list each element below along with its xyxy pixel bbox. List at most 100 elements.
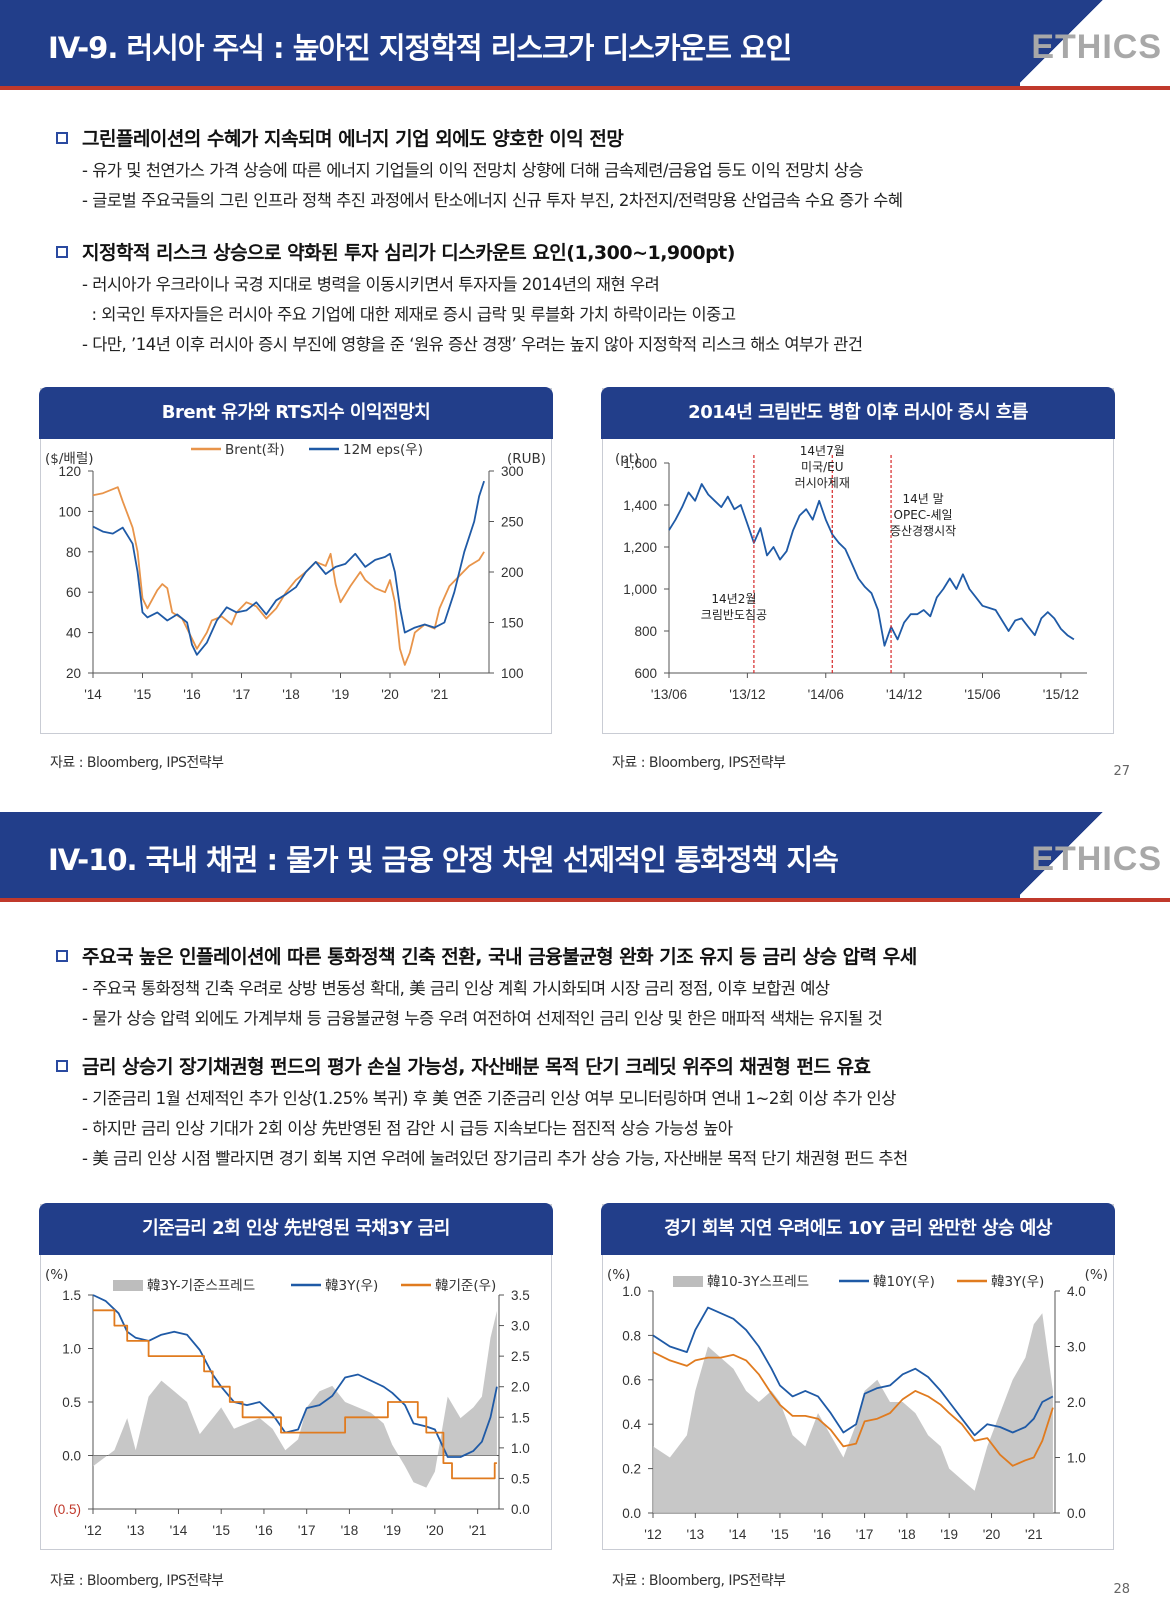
y-unit-left: (%)	[607, 1267, 630, 1283]
x-tick-label: '19	[332, 687, 350, 702]
page-title: IV-10. 국내 채권 : 물가 및 금융 안정 차원 선제적인 통화정책 지…	[48, 843, 839, 877]
page-header: IV-10. 국내 채권 : 물가 및 금융 안정 차원 선제적인 통화정책 지…	[0, 812, 1170, 902]
section-2: 금리 상승기 장기채권형 펀드의 평가 손실 가능성, 자산배분 목적 단기 크…	[56, 1052, 908, 1169]
x-tick-label: '20	[426, 1523, 444, 1538]
x-tick-label: '13/12	[729, 687, 765, 702]
chart-kr3y-base: 기준금리 2회 인상 先반영된 국채3Y 금리 1.5 1.0 0.5 0.0 (0.5…	[39, 1203, 553, 1550]
section-line: - 물가 상승 압력 외에도 가계부채 등 금융불균형 누증 우려 여전하여 선…	[82, 1009, 883, 1028]
chart-source: 자료 : Bloomberg, IPS전략부	[612, 755, 786, 771]
page-title: IV-9. 러시아 주식 : 높아진 지정학적 리스크가 디스카운트 요인	[48, 31, 792, 65]
annotation-label-2: OPEC-셰일	[894, 508, 953, 522]
annotation-label-2: 14년 말	[902, 492, 943, 506]
y-tick-label-right: 150	[501, 616, 524, 631]
section-line: - 러시아가 우크라이나 국경 지대로 병력을 이동시키면서 투자자들 2014…	[82, 275, 660, 294]
chart-source: 자료 : Bloomberg, IPS전략부	[50, 1573, 224, 1589]
y-tick-label-left: 0.2	[622, 1462, 641, 1477]
annotation-label-0: 크림반도침공	[701, 608, 767, 622]
section-heading: 주요국 높은 인플레이션에 따른 통화정책 긴축 전환, 국내 금융불균형 완화…	[82, 946, 917, 968]
y-tick-label-right: 1.0	[511, 1441, 530, 1456]
y-tick-label-right: 1.5	[511, 1410, 530, 1425]
x-tick-label: '14/06	[808, 687, 844, 702]
legend-label-0: 韓3Y-기준스프레드	[147, 1278, 255, 1294]
x-tick-label: '12	[84, 1523, 102, 1538]
y-tick-label-right: 100	[501, 666, 524, 681]
y-unit-left: ($/배럴)	[45, 451, 94, 467]
series-area-0	[93, 1311, 497, 1488]
y-tick-label-left: 0.4	[622, 1417, 641, 1432]
section-1: 주요국 높은 인플레이션에 따른 통화정책 긴축 전환, 국내 금융불균형 완화…	[56, 942, 917, 1029]
brand-logo: ETHICS	[1020, 0, 1170, 86]
annotation-label-0: 14년2월	[711, 592, 756, 606]
y-tick-label-left: 0.5	[62, 1395, 81, 1410]
legend-label-2: 韓3Y(우)	[991, 1274, 1044, 1290]
x-tick-label: '15/06	[964, 687, 1000, 702]
y-tick-label-right: 0.0	[511, 1502, 530, 1517]
x-tick-label: '20	[983, 1527, 1001, 1542]
chart-rts-crimea-plot: 1,600 1,400 1,200 1,000 800 600 '13/06 '13/12 '1…	[615, 444, 1087, 702]
section-2: 지정학적 리스크 상승으로 약화된 투자 심리가 디스카운트 요인(1,300~…	[56, 238, 863, 355]
x-tick-label: '17	[233, 687, 251, 702]
bullet-icon	[56, 1059, 68, 1072]
x-tick-label: '16	[183, 687, 201, 702]
legend-swatch-0	[673, 1276, 703, 1287]
bullet-icon	[56, 949, 68, 962]
page-number: 28	[1113, 1582, 1130, 1597]
y-tick-label-right: 1.0	[1067, 1451, 1086, 1466]
section-line: - 다만, ’14년 이후 러시아 증시 부진에 영향을 준 ‘원유 증산 경쟁…	[82, 335, 863, 354]
page-28: IV-10. 국내 채권 : 물가 및 금융 안정 차원 선제적인 통화정책 지…	[0, 812, 1170, 1624]
y-tick-label-right: 2.0	[1067, 1395, 1086, 1410]
bullet-icon	[56, 245, 68, 258]
section-line: - 美 금리 인상 시점 빨라지면 경기 회복 지연 우려에 눌려있던 장기금리…	[82, 1149, 908, 1168]
series-line-2	[652, 1351, 1054, 1467]
x-tick-label: '17	[856, 1527, 874, 1542]
brand-logo: ETHICS	[1020, 812, 1170, 898]
series-line-2	[93, 1309, 497, 1480]
section-heading: 금리 상승기 장기채권형 펀드의 평가 손실 가능성, 자산배분 목적 단기 크…	[82, 1056, 871, 1078]
section-line: - 유가 및 천연가스 가격 상승에 따른 에너지 기업들의 이익 전망치 상향…	[82, 161, 864, 180]
x-tick-label: '17	[298, 1523, 316, 1538]
y-tick-label-left: 1.0	[62, 1342, 81, 1357]
section-line: - 기준금리 1월 선제적인 추가 인상(1.25% 복귀) 후 美 연준 기준…	[82, 1089, 896, 1108]
legend-label-2: 韓기준(우)	[435, 1278, 496, 1294]
annotation-label-1: 14년7월	[800, 444, 845, 458]
y-tick-label-left: 800	[634, 624, 657, 639]
y-tick-label-left: 1.5	[62, 1288, 81, 1303]
brand-logo-text: ETHICS	[1031, 840, 1162, 878]
x-tick-label: '19	[383, 1523, 401, 1538]
y-tick-label-right: 3.0	[511, 1319, 530, 1334]
y-tick-label-left: 1,600	[623, 456, 657, 471]
section-line: : 외국인 투자자들은 러시아 주요 기업에 대한 제재로 증시 급락 및 루블…	[82, 305, 736, 324]
y-tick-label-right: 0.0	[1067, 1506, 1086, 1521]
chart-rts-crimea: 2014년 크림반도 병합 이후 러시아 증시 흐름 1,600 1,400 1,2…	[601, 387, 1115, 734]
y-tick-label-left: 0.0	[62, 1449, 81, 1464]
y-tick-label-left: 100	[58, 504, 81, 519]
y-tick-label-left: 1,400	[623, 498, 657, 513]
page-header: IV-9. 러시아 주식 : 높아진 지정학적 리스크가 디스카운트 요인 ET…	[0, 0, 1170, 90]
legend-label-0: 韓10-3Y스프레드	[707, 1274, 809, 1290]
y-tick-label-left: 80	[66, 545, 81, 560]
x-tick-label: '13/06	[651, 687, 687, 702]
x-tick-label: '21	[469, 1523, 487, 1538]
section-heading: 지정학적 리스크 상승으로 약화된 투자 심리가 디스카운트 요인(1,300~…	[82, 242, 735, 264]
x-tick-label: '14	[170, 1523, 188, 1538]
legend-label-0: Brent(좌)	[225, 442, 285, 458]
x-tick-label: '15	[771, 1527, 789, 1542]
annotation-label-2: 증산경쟁시작	[890, 524, 956, 538]
chart-title: 기준금리 2회 인상 先반영된 국채3Y 금리	[39, 1203, 553, 1255]
y-tick-label-left: 600	[634, 666, 657, 681]
y-tick-label-right: 2.5	[511, 1349, 530, 1364]
y-tick-label-left: 20	[66, 666, 81, 681]
y-tick-label-left: 0.0	[622, 1506, 641, 1521]
chart-kr10y-3y: 경기 회복 지연 우려에도 10Y 금리 완만한 상승 예상 1.0 0.8 0.6…	[601, 1203, 1115, 1550]
y-tick-label-left: 1,000	[623, 582, 657, 597]
chart-kr10y-3y-plot: 1.00.80.60.40.20.04.03.02.01.00.0'12'13 '…	[607, 1267, 1108, 1542]
series-line-1	[92, 480, 485, 656]
x-tick-label: '15	[134, 687, 152, 702]
x-tick-label: '18	[282, 687, 300, 702]
legend-label-1: 12M eps(우)	[343, 442, 423, 458]
y-tick-label-right: 200	[501, 565, 524, 580]
legend-label-1: 韓3Y(우)	[325, 1278, 378, 1294]
y-tick-label-left: 60	[66, 585, 81, 600]
section-1: 그린플레이션의 수혜가 지속되며 에너지 기업 외에도 양호한 이익 전망 - …	[56, 124, 903, 211]
x-tick-label: '18	[341, 1523, 359, 1538]
